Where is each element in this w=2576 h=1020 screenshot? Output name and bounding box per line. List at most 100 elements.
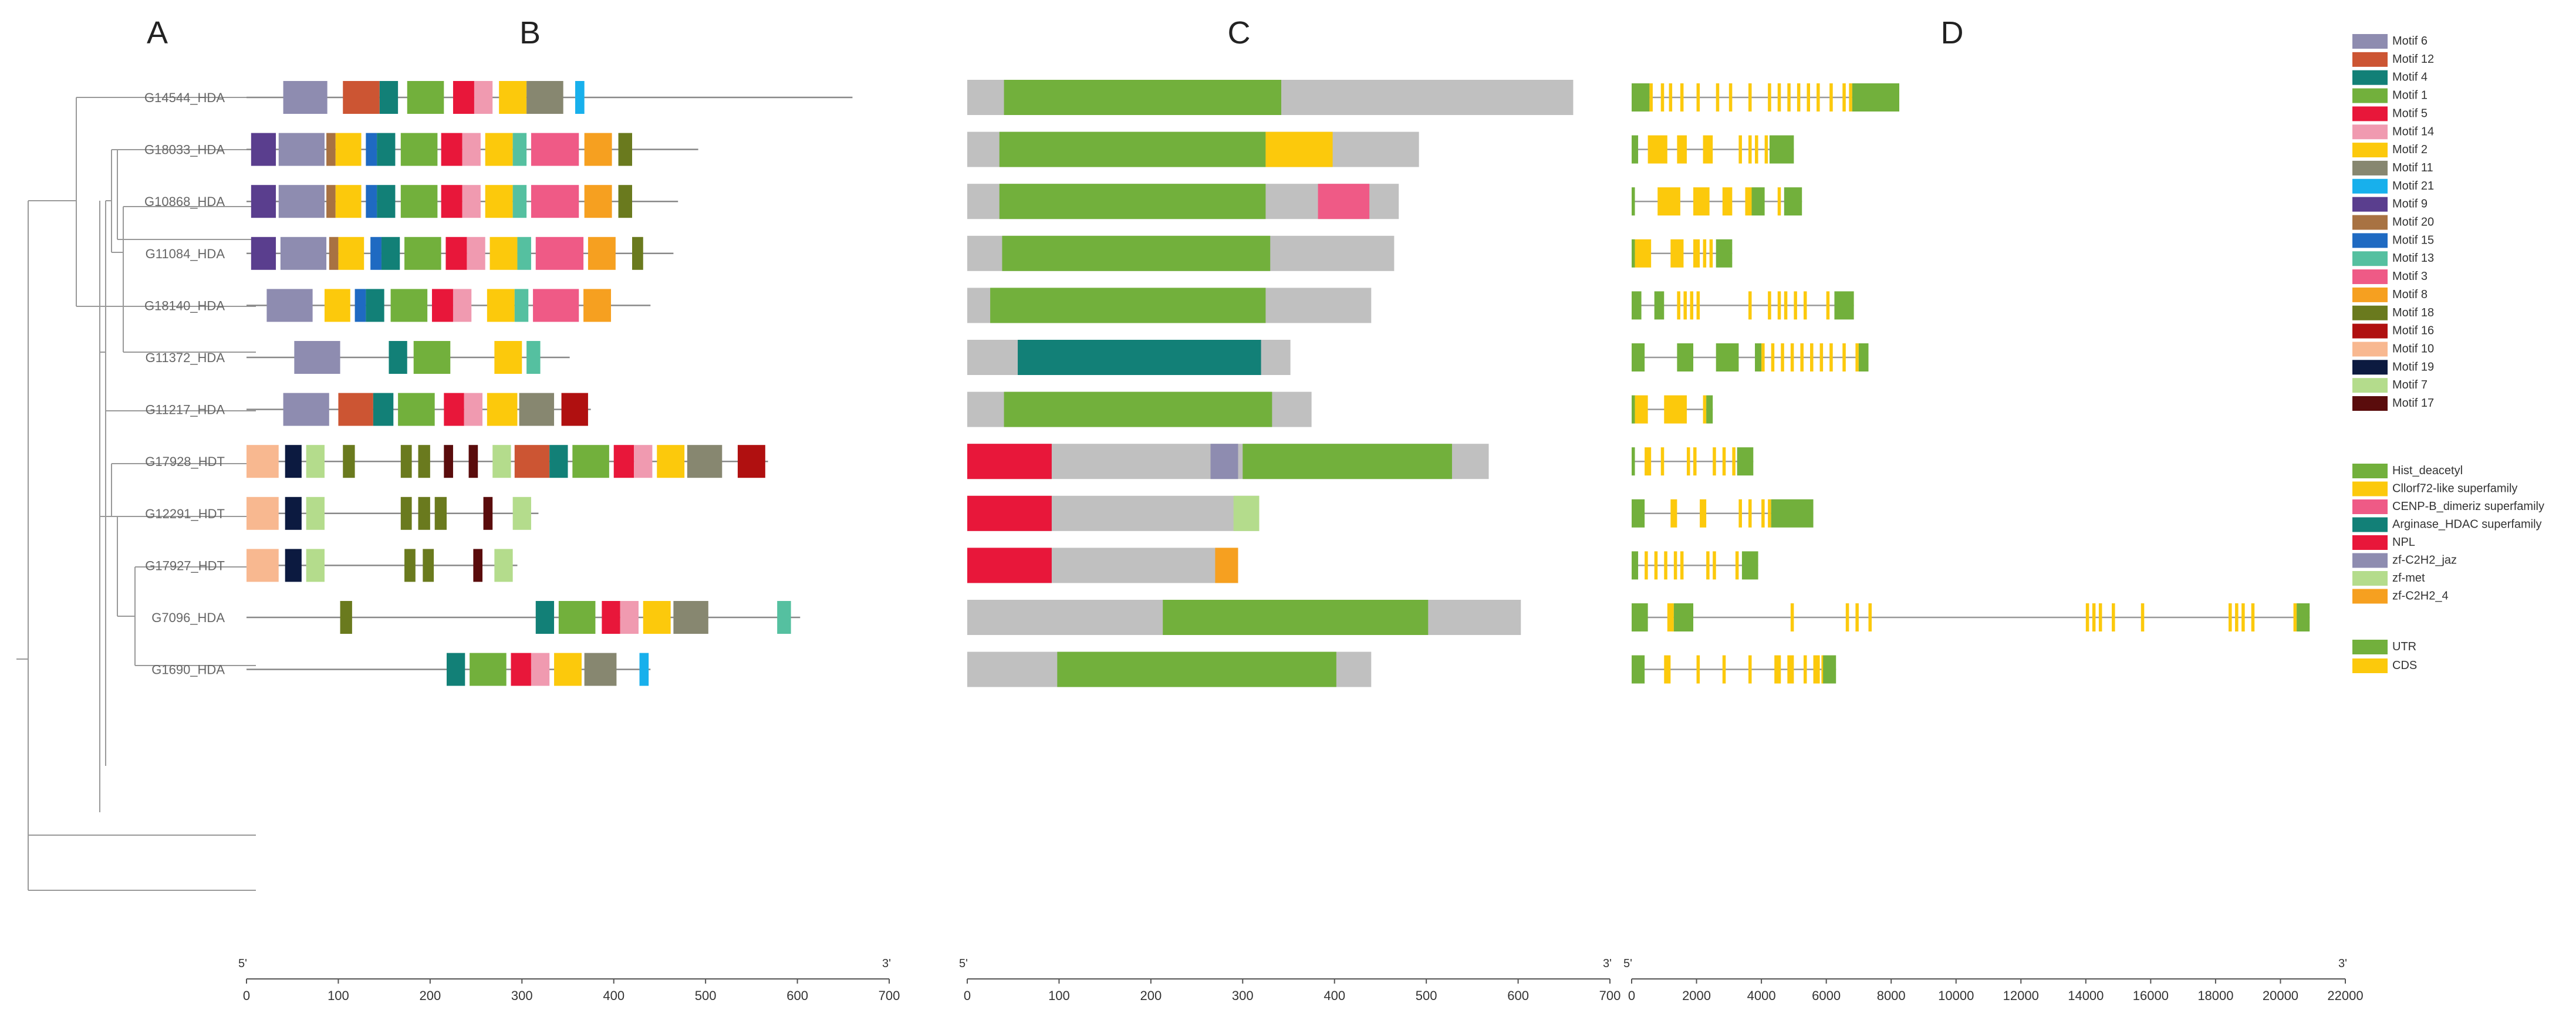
exon-block-cds (1777, 291, 1781, 320)
exon-block-cds (1761, 499, 1765, 528)
motif-block-motif-2 (485, 185, 513, 218)
axis-tick-label: 0 (1628, 988, 1635, 1003)
exon-block-cds (1664, 395, 1687, 424)
exon-block-utr (1737, 447, 1754, 476)
motif-block-motif-7 (306, 549, 325, 582)
domain-block-hist-deacetyl (999, 184, 1266, 219)
exon-block-cds (1845, 603, 1849, 631)
domain-block-zf-met (1233, 495, 1260, 531)
exon-block-cds (1826, 291, 1830, 320)
motif-block-motif-5 (602, 601, 620, 634)
exon-block-cds (1683, 291, 1687, 320)
exon-block-cds (1677, 135, 1687, 164)
exon-block-cds (1696, 655, 1700, 684)
exon-block-cds (1790, 343, 1794, 371)
motif-block-motif-3 (533, 289, 579, 322)
motif-block-motif-2 (487, 393, 518, 426)
motif-block-motif-10 (247, 549, 279, 582)
motif-block-motif-9 (251, 185, 276, 218)
exon-block-utr (1654, 291, 1665, 320)
motif-block-motif-13 (512, 185, 527, 218)
legend-domain-swatch-zf-c2h2-jaz (2352, 553, 2388, 568)
motif-panel (247, 81, 853, 686)
motif-block-motif-11 (687, 445, 723, 478)
exon-block-cds (1680, 83, 1684, 112)
exon-block-cds (1764, 135, 1768, 164)
motif-block-motif-21 (639, 653, 649, 686)
exon-block-cds (1660, 447, 1665, 476)
exon-block-utr (1771, 499, 1814, 528)
motif-block-motif-17 (444, 445, 453, 478)
exon-block-cds (1670, 499, 1677, 528)
legend-motif-swatch-motif-21 (2352, 178, 2388, 194)
exon-block-cds (2112, 603, 2115, 631)
exon-block-utr (1632, 499, 1645, 528)
exon-block-cds (1755, 135, 1758, 164)
motif-block-motif-8 (583, 289, 612, 322)
exon-block-cds (2085, 603, 2089, 631)
motif-block-motif-2 (324, 289, 350, 322)
motif-block-motif-9 (251, 237, 276, 270)
motif-block-motif-3 (531, 185, 579, 218)
motif-block-motif-7 (492, 445, 511, 478)
exon-block-utr (1716, 343, 1739, 371)
motif-block-motif-11 (519, 393, 555, 426)
axis-tick-label: 200 (420, 988, 441, 1003)
legend-motif-label: Motif 3 (2392, 270, 2428, 283)
gene-label: G14544_HDA (144, 90, 225, 105)
axis-tick-label: 700 (879, 988, 900, 1003)
gene-label: G11372_HDA (146, 350, 225, 365)
legend-domain-swatch-npl (2352, 535, 2388, 550)
motif-block-motif-8 (584, 185, 612, 218)
gene-labels: G14544_HDA G18033_HDA G10868_HDA G11084_HDA… (144, 90, 225, 677)
exon-block-cds (1819, 343, 1824, 371)
motif-block-motif-6 (266, 289, 313, 322)
exon-block-utr (1751, 187, 1765, 216)
exon-block-cds (2293, 603, 2297, 631)
motif-block-motif-1 (407, 81, 444, 114)
exon-block-utr (1632, 395, 1635, 424)
exon-block-utr (1632, 551, 1639, 580)
motif-block-motif-5 (441, 133, 462, 166)
exon-block-cds (1696, 291, 1700, 320)
exon-block-utr (1741, 551, 1758, 580)
exon-block-cds (1716, 83, 1720, 112)
exon-block-cds (1768, 291, 1771, 320)
exon-block-cds (1784, 291, 1788, 320)
axis-tick-label: 700 (1599, 988, 1621, 1003)
exon-block-cds (1774, 655, 1781, 684)
legend-motif-label: Motif 15 (2392, 234, 2434, 246)
exon-block-cds (1664, 655, 1671, 684)
domain-block-hist-deacetyl (999, 131, 1266, 167)
legend-motif-swatch-motif-4 (2352, 70, 2388, 85)
domain-block-npl (967, 548, 1052, 583)
axis-tick-label: 8000 (1877, 988, 1906, 1003)
legend-motif-swatch-motif-6 (2352, 34, 2388, 49)
legend-motif-swatch-motif-20 (2352, 215, 2388, 230)
exon-block-cds (1768, 499, 1771, 528)
motif-block-motif-2 (494, 341, 522, 374)
motif-block-motif-14 (462, 185, 481, 218)
exon-block-utr (1716, 239, 1733, 268)
motif-block-motif-1 (398, 393, 435, 426)
exon-block-cds (1700, 499, 1707, 528)
motif-block-motif-1 (404, 237, 441, 270)
exon-block-cds (1761, 343, 1765, 371)
domain-block-npl (967, 444, 1052, 479)
motif-block-motif-11 (673, 601, 708, 634)
exon-block-cds (1645, 447, 1652, 476)
motif-block-motif-18 (340, 601, 352, 634)
legend-domain-label: NPL (2392, 536, 2415, 549)
domain-block-hist-deacetyl (990, 288, 1266, 323)
exon-block-cds (2241, 603, 2245, 631)
axis-tick-label: 20000 (2263, 988, 2298, 1003)
exon-block-cds (1693, 447, 1697, 476)
exon-block-cds (1664, 551, 1667, 580)
legend-motif-label: Motif 13 (2392, 252, 2434, 265)
legend-motif-swatch-motif-2 (2352, 143, 2388, 158)
domain-block-zf-c2h2-jaz (1210, 444, 1238, 479)
axis-tick-label: 0 (964, 988, 971, 1003)
exon-block-cds (1797, 83, 1801, 112)
axis-tick-label: 300 (511, 988, 533, 1003)
legend-motif-label: Motif 11 (2392, 161, 2433, 174)
